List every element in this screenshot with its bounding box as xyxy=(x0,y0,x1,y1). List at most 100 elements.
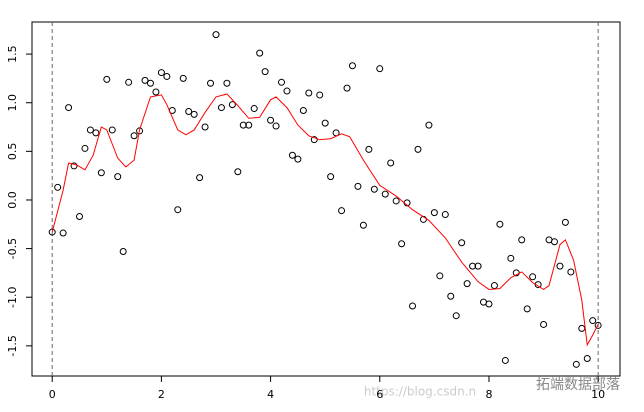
point xyxy=(207,79,215,87)
point xyxy=(359,221,367,229)
point xyxy=(114,173,122,181)
point xyxy=(75,213,83,221)
point xyxy=(365,145,373,153)
point xyxy=(245,121,253,129)
point xyxy=(48,228,56,236)
point xyxy=(348,62,356,70)
point xyxy=(550,238,558,246)
point xyxy=(130,132,138,140)
y-tick-label: 1.5 xyxy=(6,45,19,63)
point xyxy=(250,105,258,113)
y-tick-label: 0.5 xyxy=(6,143,19,161)
point xyxy=(163,72,171,80)
point xyxy=(223,79,231,87)
y-tick-label: 0.0 xyxy=(6,191,19,209)
point xyxy=(441,211,449,219)
point xyxy=(572,360,580,368)
point xyxy=(518,236,526,244)
x-tick-label: 2 xyxy=(158,388,165,401)
point xyxy=(70,162,78,170)
y-tick-label: -1.0 xyxy=(6,286,19,307)
watermark-url: https://blog.csdn.n xyxy=(364,385,476,399)
point xyxy=(228,101,236,109)
point xyxy=(141,76,149,84)
point xyxy=(54,183,62,191)
point xyxy=(425,121,433,129)
point xyxy=(578,324,586,332)
y-tick-label: 1.0 xyxy=(6,94,19,112)
point xyxy=(136,127,144,135)
point xyxy=(288,151,296,159)
point xyxy=(81,144,89,152)
point xyxy=(152,88,160,96)
point xyxy=(436,272,444,280)
point xyxy=(92,129,100,137)
point xyxy=(583,354,591,362)
point xyxy=(414,145,422,153)
point xyxy=(447,292,455,300)
point xyxy=(119,248,127,256)
smooth-line xyxy=(51,93,599,347)
point xyxy=(327,173,335,181)
point xyxy=(283,87,291,95)
point xyxy=(589,317,597,325)
point xyxy=(409,302,417,310)
x-tick-label: 6 xyxy=(376,388,383,401)
x-tick-label: 4 xyxy=(267,388,274,401)
x-tick-label: 10 xyxy=(591,388,605,401)
point xyxy=(234,168,242,176)
point xyxy=(321,119,329,127)
point xyxy=(501,356,509,364)
x-tick-label: 8 xyxy=(485,388,492,401)
point xyxy=(387,159,395,167)
y-tick-label: -1.5 xyxy=(6,335,19,356)
point xyxy=(103,75,111,83)
point xyxy=(278,78,286,86)
point xyxy=(354,182,362,190)
point xyxy=(469,262,477,270)
point xyxy=(125,78,133,86)
point xyxy=(458,239,466,247)
point xyxy=(272,122,280,130)
point xyxy=(523,305,531,313)
point xyxy=(261,68,269,76)
point xyxy=(217,104,225,112)
point xyxy=(452,312,460,320)
point xyxy=(201,123,209,131)
point xyxy=(381,190,389,198)
point xyxy=(398,240,406,248)
point xyxy=(65,104,73,112)
point xyxy=(485,300,493,308)
point xyxy=(185,107,193,115)
point xyxy=(556,262,564,270)
point xyxy=(212,31,220,39)
point xyxy=(561,218,569,226)
point xyxy=(146,79,154,87)
point xyxy=(370,185,378,193)
point xyxy=(490,282,498,290)
point xyxy=(463,280,471,288)
point xyxy=(310,136,318,144)
point xyxy=(299,107,307,114)
point xyxy=(474,262,482,270)
point xyxy=(392,197,400,205)
point xyxy=(567,268,575,276)
point xyxy=(507,254,515,262)
point xyxy=(338,207,346,215)
point xyxy=(376,65,384,73)
point xyxy=(179,74,187,82)
point xyxy=(267,116,275,124)
point xyxy=(59,229,67,237)
point xyxy=(496,220,504,228)
point xyxy=(305,89,313,97)
point xyxy=(529,273,537,281)
point xyxy=(157,69,165,77)
point xyxy=(97,169,105,177)
watermark-brand: 拓端数据部落 xyxy=(536,377,620,393)
point xyxy=(239,121,247,129)
plot-box xyxy=(31,21,621,377)
point xyxy=(108,126,116,134)
point xyxy=(86,126,94,134)
point xyxy=(540,320,548,328)
